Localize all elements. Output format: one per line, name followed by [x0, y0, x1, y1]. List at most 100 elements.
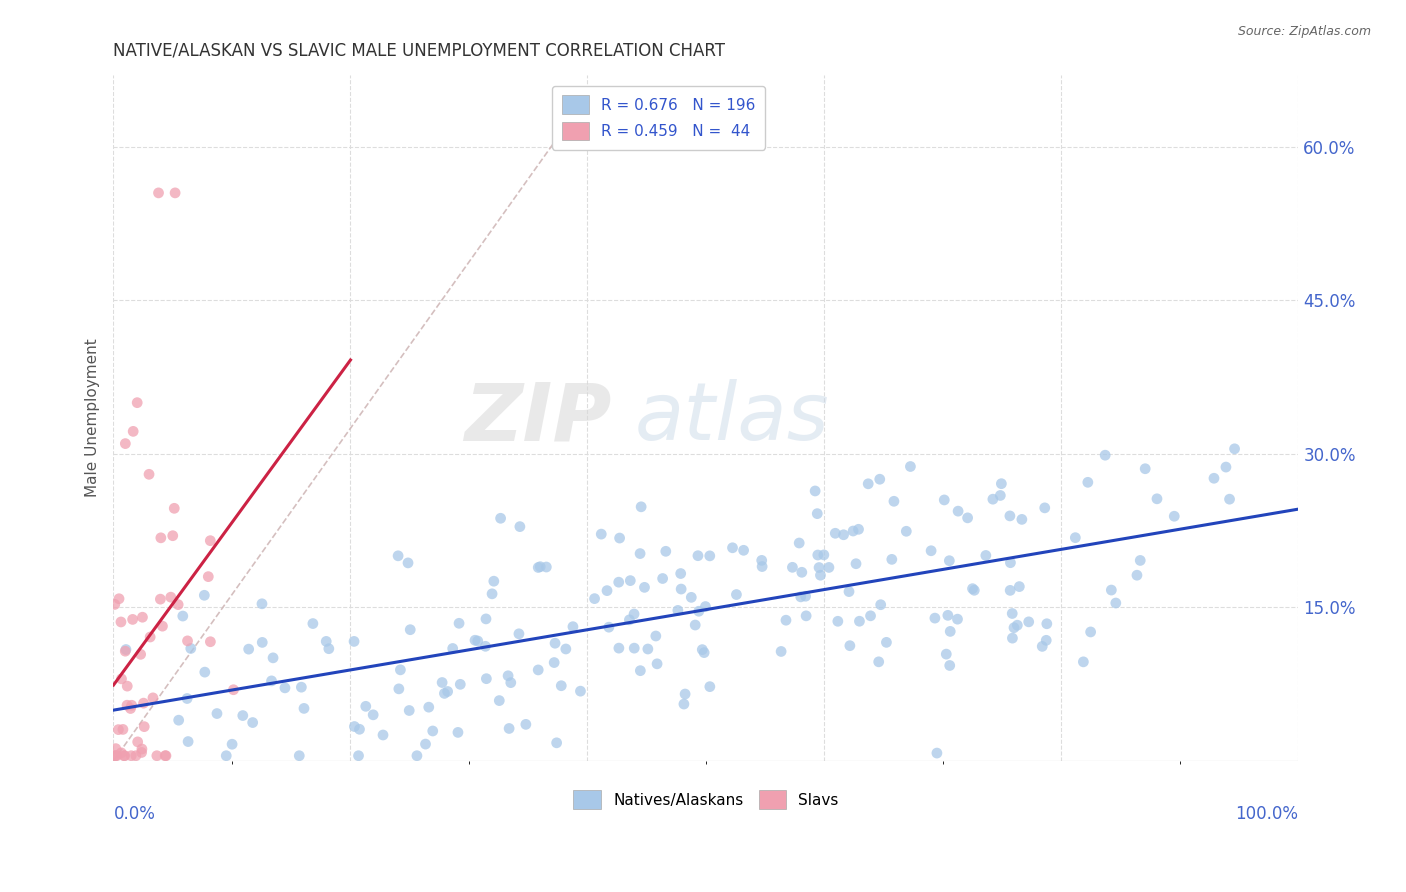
Point: [347, 748, 370, 763]
Point: [139, 630, 162, 644]
Point: [508, 627, 530, 641]
Point: [222, 682, 245, 697]
Point: [114, 644, 136, 658]
Point: [117, 679, 139, 693]
Point: [498, 722, 520, 736]
Point: [152, 619, 174, 633]
Point: [856, 476, 879, 491]
Point: [880, 552, 903, 566]
Point: [751, 559, 773, 574]
Point: [935, 647, 957, 661]
Point: [790, 590, 813, 604]
Point: [699, 549, 721, 563]
Point: [149, 531, 172, 545]
Point: [936, 608, 959, 623]
Point: [1094, 448, 1116, 462]
Point: [1129, 553, 1152, 567]
Point: [544, 636, 567, 650]
Point: [1000, 556, 1022, 570]
Point: [561, 620, 583, 634]
Point: [681, 591, 703, 605]
Text: 100.0%: 100.0%: [1236, 805, 1299, 823]
Point: [172, 609, 194, 624]
Point: [683, 618, 706, 632]
Point: [939, 624, 962, 639]
Point: [488, 693, 510, 707]
Point: [808, 560, 831, 574]
Text: 0.0%: 0.0%: [114, 805, 156, 823]
Point: [699, 680, 721, 694]
Point: [110, 672, 132, 686]
Point: [1001, 607, 1024, 621]
Point: [134, 720, 156, 734]
Point: [475, 672, 498, 686]
Point: [127, 735, 149, 749]
Point: [596, 583, 619, 598]
Point: [387, 549, 409, 563]
Point: [260, 673, 283, 688]
Point: [998, 583, 1021, 598]
Point: [436, 684, 458, 698]
Point: [406, 748, 429, 763]
Point: [859, 608, 882, 623]
Point: [628, 664, 651, 678]
Point: [122, 425, 145, 439]
Point: [221, 737, 243, 751]
Point: [274, 681, 297, 695]
Point: [131, 610, 153, 624]
Point: [108, 591, 131, 606]
Point: [153, 748, 176, 763]
Point: [543, 656, 565, 670]
Point: [787, 536, 810, 550]
Point: [938, 658, 960, 673]
Point: [838, 639, 860, 653]
Point: [447, 616, 470, 631]
Point: [669, 582, 692, 596]
Point: [159, 590, 181, 604]
Point: [794, 589, 817, 603]
Text: ZIP: ZIP: [464, 379, 612, 457]
Point: [637, 642, 659, 657]
Point: [176, 633, 198, 648]
Point: [290, 680, 312, 694]
Point: [925, 746, 948, 760]
Point: [1077, 475, 1099, 490]
Point: [782, 560, 804, 574]
Point: [527, 663, 550, 677]
Point: [875, 635, 897, 649]
Point: [430, 675, 453, 690]
Point: [669, 566, 692, 581]
Point: [807, 548, 830, 562]
Point: [177, 734, 200, 748]
Point: [422, 723, 444, 738]
Point: [666, 603, 689, 617]
Point: [318, 641, 340, 656]
Point: [115, 698, 138, 713]
Point: [111, 723, 134, 737]
Point: [848, 614, 870, 628]
Point: [1031, 640, 1053, 654]
Point: [1202, 471, 1225, 485]
Point: [250, 597, 273, 611]
Point: [1007, 618, 1029, 632]
Point: [695, 599, 717, 614]
Point: [467, 634, 489, 648]
Point: [818, 560, 841, 574]
Point: [176, 691, 198, 706]
Point: [550, 679, 572, 693]
Point: [651, 572, 673, 586]
Point: [1215, 460, 1237, 475]
Point: [146, 748, 169, 763]
Point: [1033, 500, 1056, 515]
Point: [148, 186, 170, 200]
Point: [583, 591, 606, 606]
Point: [946, 612, 969, 626]
Point: [848, 522, 870, 536]
Point: [956, 511, 979, 525]
Point: [132, 696, 155, 710]
Point: [120, 701, 142, 715]
Point: [725, 588, 748, 602]
Point: [114, 436, 136, 450]
Point: [827, 615, 849, 629]
Point: [1064, 531, 1087, 545]
